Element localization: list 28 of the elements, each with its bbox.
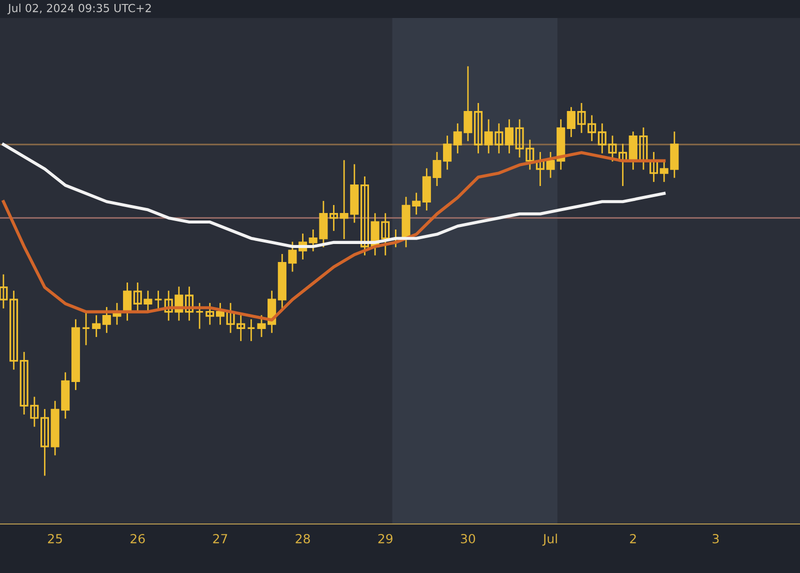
x-tick-label: 27 — [213, 534, 228, 544]
candlestick — [195, 302, 204, 329]
x-tick-label: Jul — [542, 534, 557, 546]
candlestick — [246, 319, 256, 342]
candlestick — [82, 311, 90, 346]
x-tick-label: 25 — [48, 534, 62, 544]
candlestick — [329, 205, 338, 231]
x-tick-label: 28 — [296, 534, 310, 544]
candlestick — [216, 302, 224, 325]
candlestick — [184, 286, 194, 321]
candlestick — [123, 282, 132, 321]
candlestick — [504, 119, 514, 154]
candlestick — [536, 152, 544, 186]
candlestick — [0, 274, 8, 308]
candlestick — [9, 290, 18, 370]
candlestick — [40, 409, 50, 476]
x-tick-label: 26 — [130, 534, 145, 544]
candlestick — [360, 176, 370, 256]
candlestick — [154, 290, 163, 308]
candlestick — [206, 302, 214, 325]
candlestick — [92, 315, 101, 337]
text: Jul 02, 2024 09:35 UTC+2 — [7, 4, 151, 14]
candlestick — [649, 152, 658, 182]
x-tick-label: 3 — [712, 534, 719, 544]
x-tick-label: 30 — [460, 534, 476, 544]
x-tick-label: 29 — [378, 534, 392, 544]
candlestick — [474, 103, 483, 154]
x-tick-label: 2 — [630, 534, 636, 544]
